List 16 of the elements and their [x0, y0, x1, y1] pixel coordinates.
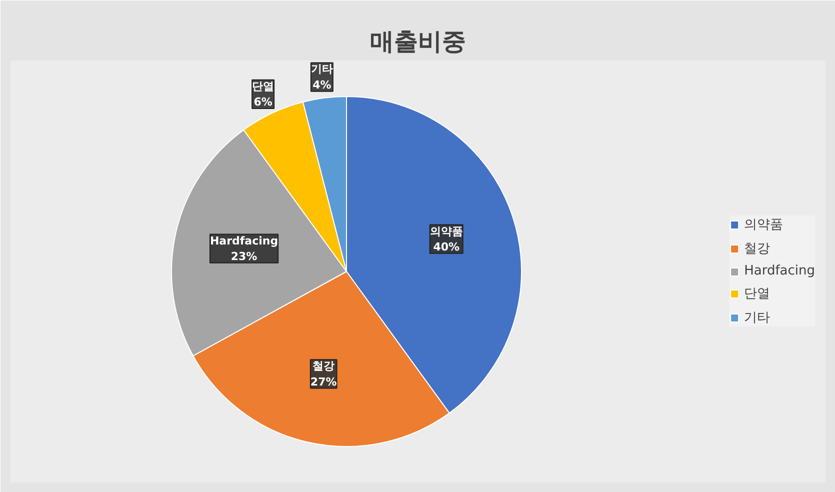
slice-label: 의약품: [430, 224, 463, 238]
legend-label: 의약품: [744, 216, 784, 234]
data-label: 4%: [312, 78, 332, 92]
slice-label: 철강: [312, 360, 335, 373]
data-label: 40%: [433, 240, 460, 254]
legend-label: 단열: [744, 286, 770, 302]
data-label: 27%: [310, 375, 337, 388]
legend-label: Hardfacing: [744, 264, 815, 278]
data-label: 6%: [254, 95, 272, 108]
slice-label: Hardfacing: [210, 234, 278, 248]
legend-label: 철강: [744, 240, 770, 258]
chart-title: 매출비중: [370, 28, 466, 56]
slice-label: 단열: [252, 80, 274, 93]
data-label: 23%: [230, 250, 258, 263]
slice-label: 기타: [310, 62, 333, 76]
legend-label: 기타: [744, 310, 770, 326]
